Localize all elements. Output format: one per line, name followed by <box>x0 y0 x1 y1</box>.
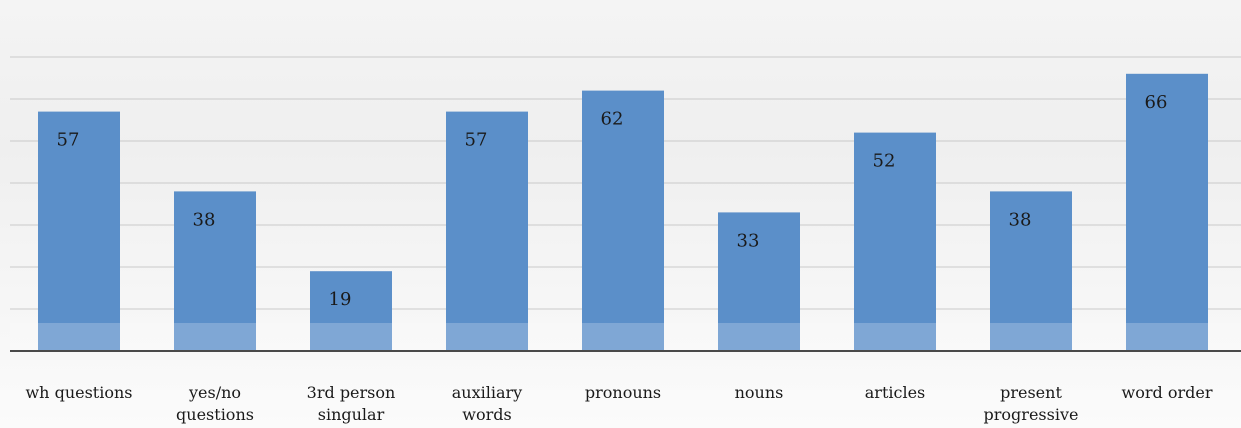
data-label-7: 38 <box>1009 209 1032 230</box>
bar-7 <box>990 191 1072 351</box>
x-tick-label-8: word order <box>1122 383 1213 402</box>
bar-4 <box>582 90 664 351</box>
x-tick-label-4: pronouns <box>585 383 661 402</box>
x-tick-labels: wh questions yes/no questions 3rd person sin… <box>25 383 1212 424</box>
x-tick-label-5: nouns <box>735 383 784 402</box>
bar-3 <box>446 111 528 351</box>
x-tick-label-2: 3rd person singular <box>307 383 396 424</box>
x-tick-label-1: yes/no questions <box>176 383 254 424</box>
data-label-2: 19 <box>329 289 352 310</box>
x-tick-label-7: present progressive <box>984 383 1079 424</box>
x-tick-label-6: articles <box>865 383 926 402</box>
data-label-4: 62 <box>601 109 624 130</box>
bar-6 <box>854 132 936 351</box>
data-label-8: 66 <box>1145 92 1168 113</box>
bar-5 <box>718 212 800 351</box>
base-band <box>10 323 1241 351</box>
bars <box>38 73 1208 352</box>
bar-0 <box>38 111 120 351</box>
baseline-band <box>10 323 1241 351</box>
bar-2 <box>310 271 392 351</box>
x-tick-label-0: wh questions <box>25 383 132 402</box>
data-label-3: 57 <box>465 130 488 151</box>
data-label-0: 57 <box>57 130 80 151</box>
data-label-1: 38 <box>193 209 216 230</box>
bar-1 <box>174 191 256 351</box>
data-label-6: 52 <box>873 151 896 172</box>
x-tick-label-3: auxiliary words <box>452 383 522 424</box>
data-labels: 57 38 19 57 62 33 52 38 66 <box>57 92 1168 310</box>
data-label-5: 33 <box>737 230 760 251</box>
bar-8 <box>1126 73 1208 352</box>
